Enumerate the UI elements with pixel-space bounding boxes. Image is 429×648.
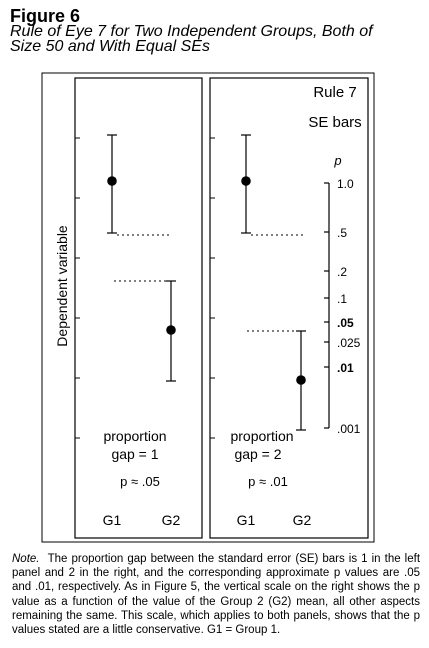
left-y-ticks — [75, 137, 80, 439]
right-g2-mean — [296, 375, 306, 385]
left-panel-frame — [74, 77, 203, 539]
left-p-label: p ≈ .05 — [120, 474, 160, 489]
left-g1-mean — [107, 176, 117, 186]
left-x-tick-g2: G2 — [162, 512, 181, 528]
left-g2-mean — [166, 325, 176, 335]
p-tick-.2: .2 — [337, 265, 347, 279]
figure-plot: Dependent variable Rule 7 SE bars propor… — [41, 72, 375, 543]
right-y-ticks — [210, 137, 215, 439]
figure-title-line2: Size 50 and With Equal SEs — [10, 38, 210, 55]
right-x-tick-g1: G1 — [237, 512, 256, 528]
p-scale-ticks — [324, 182, 329, 429]
panel-frame — [41, 72, 375, 543]
figure-note: Note. The proportion gap between the sta… — [12, 552, 420, 637]
y-axis-label: Dependent variable — [54, 225, 70, 347]
left-gap-label: gap = 1 — [111, 446, 158, 462]
note-lead: Note. — [12, 553, 40, 565]
p-tick-.5: .5 — [337, 226, 347, 240]
p-tick-.001: .001 — [337, 422, 361, 436]
p-tick-.1: .1 — [337, 292, 347, 306]
right-panel-title-se: SE bars — [308, 114, 361, 131]
right-g1-mean — [241, 176, 251, 186]
right-panel-frame — [209, 77, 369, 539]
p-scale-title: p — [333, 153, 341, 168]
p-tick-.025: .025 — [337, 336, 361, 350]
left-x-tick-g1: G1 — [103, 512, 122, 528]
p-tick-1.0: 1.0 — [337, 177, 354, 191]
right-p-label: p ≈ .01 — [248, 474, 288, 489]
p-tick-.01: .01 — [337, 361, 354, 375]
figure-label: Figure 6 — [10, 6, 81, 26]
right-proportion-label: proportion — [230, 428, 293, 444]
figure-title: Rule of Eye 7 for Two Independent Groups… — [10, 23, 420, 55]
figure-title-line1: Rule of Eye 7 for Two Independent Groups… — [10, 23, 373, 40]
note-text: The proportion gap between the standard … — [12, 553, 421, 637]
right-gap-label: gap = 2 — [234, 446, 281, 462]
right-x-tick-g2: G2 — [293, 512, 312, 528]
left-proportion-label: proportion — [103, 428, 166, 444]
right-panel-title-rule: Rule 7 — [313, 84, 356, 101]
p-tick-.05: .05 — [337, 316, 354, 330]
